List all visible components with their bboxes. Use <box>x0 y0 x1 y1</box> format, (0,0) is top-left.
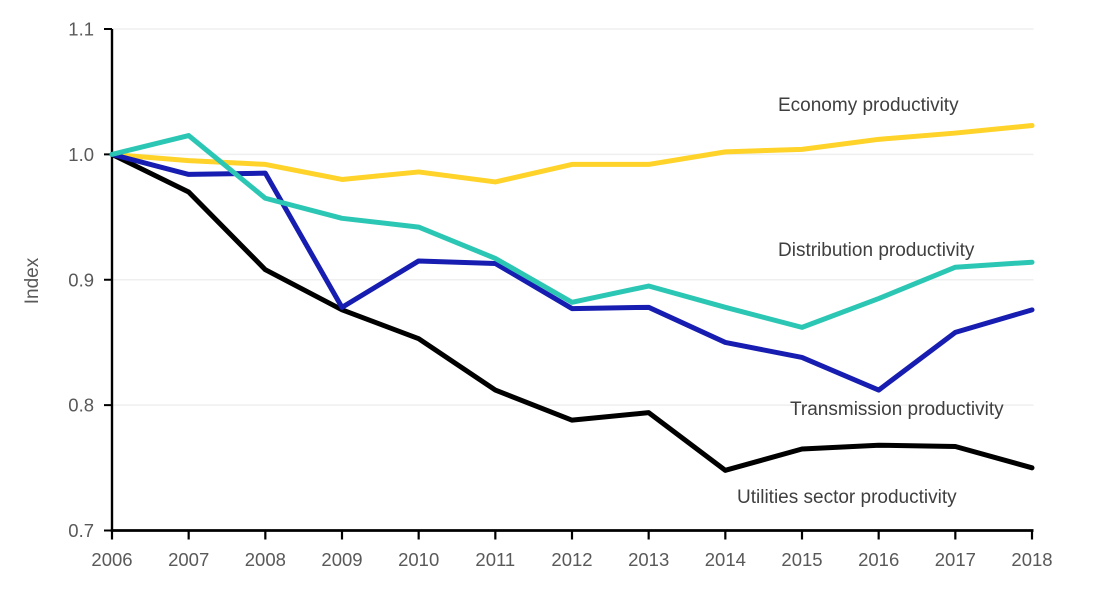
y-axis-title: Index <box>5 253 61 309</box>
series-label-utilities: Utilities sector productivity <box>737 487 957 508</box>
x-tick-label: 2010 <box>398 549 439 570</box>
x-tick-label: 2013 <box>628 549 669 570</box>
x-tick-label: 2012 <box>551 549 592 570</box>
x-tick-label: 2008 <box>245 549 286 570</box>
x-tick-label: 2015 <box>781 549 822 570</box>
y-tick-label: 0.9 <box>68 269 94 290</box>
x-tick-label: 2018 <box>1011 549 1052 570</box>
series-line-distribution <box>109 133 1035 330</box>
x-tick-label: 2007 <box>168 549 209 570</box>
series-label-economy: Economy productivity <box>778 95 959 116</box>
y-tick-label: 1.0 <box>68 144 94 165</box>
y-tick-label: 0.8 <box>68 395 94 416</box>
x-tick-label: 2017 <box>935 549 976 570</box>
x-tick-label: 2014 <box>705 549 746 570</box>
y-axis-title-text: Index <box>22 257 43 305</box>
series-line-transmission <box>109 151 1035 393</box>
series-line-economy <box>109 123 1035 185</box>
series-label-transmission: Transmission productivity <box>790 399 1004 420</box>
x-tick-label: 2009 <box>321 549 362 570</box>
series-line-utilities <box>109 151 1035 473</box>
x-tick-label: 2006 <box>91 549 132 570</box>
x-tick-label: 2016 <box>858 549 899 570</box>
series-label-distribution: Distribution productivity <box>778 240 975 261</box>
y-tick-label: 1.1 <box>68 19 94 40</box>
x-tick-label: 2011 <box>475 549 515 570</box>
y-tick-label: 0.7 <box>68 520 94 541</box>
